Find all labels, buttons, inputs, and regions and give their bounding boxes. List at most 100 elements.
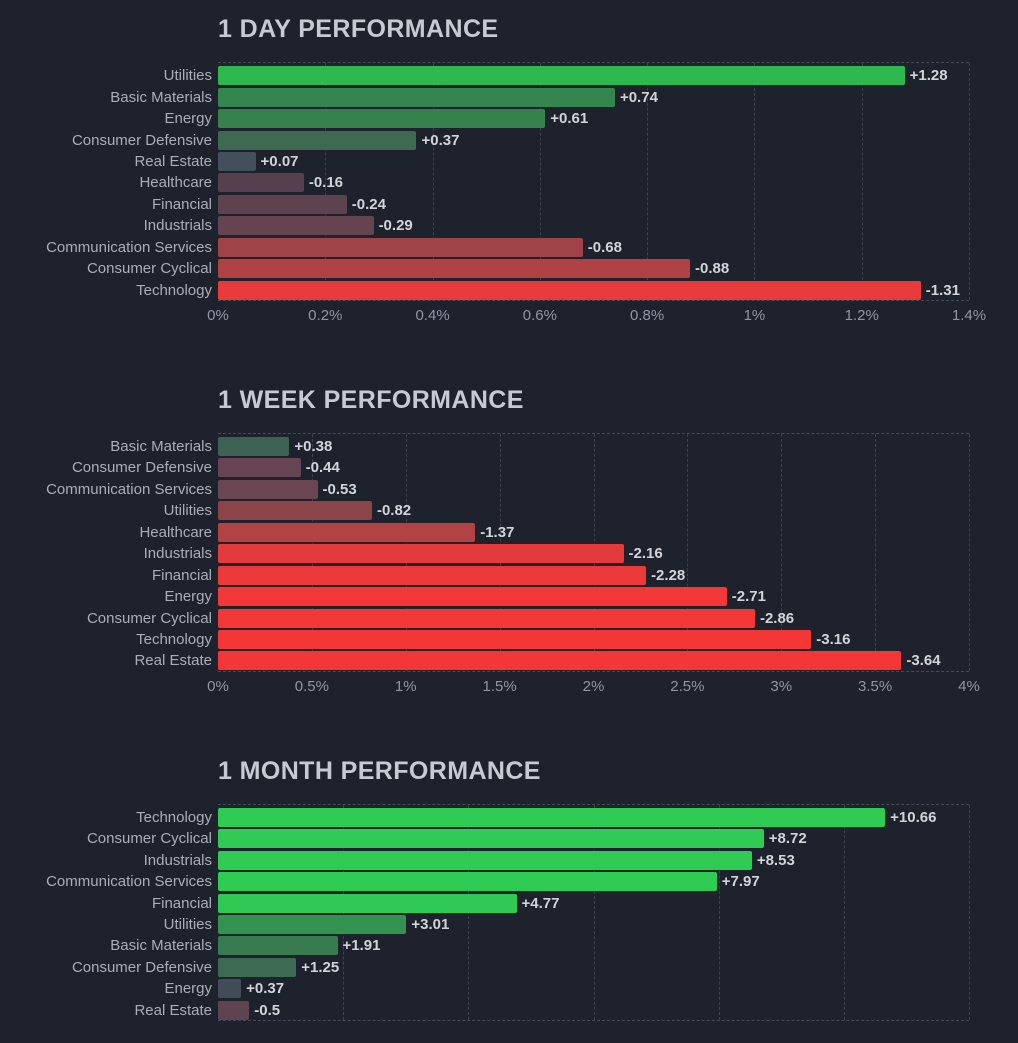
performance-bar <box>218 259 691 279</box>
bar-track: -0.53 <box>218 479 969 499</box>
performance-bar <box>218 1000 250 1020</box>
performance-bar <box>218 565 647 585</box>
bar-chart-1-day: Utilities +1.28 Basic Materials +0.74 Energy… <box>0 62 1018 324</box>
chart-row: Industrials +8.53 <box>0 850 1018 871</box>
performance-bar <box>218 109 546 129</box>
axis-tick-label: 1.4% <box>951 306 987 324</box>
bar-track: +8.72 <box>218 829 969 849</box>
bar-track: -2.28 <box>218 565 969 585</box>
chart-row: Consumer Defensive -0.44 <box>0 457 1018 478</box>
performance-bar <box>218 544 624 564</box>
sector-label: Financial <box>151 566 212 584</box>
performance-bar <box>218 979 242 999</box>
gridline <box>843 804 845 1020</box>
axis-tick-label: 0% <box>207 306 229 324</box>
performance-bar <box>218 893 517 913</box>
bar-track: -0.88 <box>218 259 969 279</box>
bar-value-label: +0.61 <box>550 110 589 128</box>
bar-track: -3.64 <box>218 651 969 671</box>
sector-label: Energy <box>164 110 212 128</box>
bar-track: -2.86 <box>218 608 969 628</box>
bar-track: +1.25 <box>218 957 969 977</box>
chart-row: Healthcare -0.16 <box>0 172 1018 193</box>
bar-track: -0.68 <box>218 237 969 257</box>
sector-label: Energy <box>164 980 212 998</box>
chart-plot-area: Utilities +1.28 Basic Materials +0.74 Energy… <box>0 62 1018 301</box>
bar-value-label: +7.97 <box>721 873 760 891</box>
axis-tick-label: 2.5% <box>670 677 705 695</box>
chart-row: Real Estate -0.5 <box>0 1000 1018 1021</box>
performance-bar <box>218 458 301 478</box>
bar-track: -0.5 <box>218 1000 969 1020</box>
sector-label: Utilities <box>163 67 212 85</box>
gridline <box>754 63 756 300</box>
bar-value-label: +0.38 <box>294 438 333 456</box>
bar-track: -0.16 <box>218 173 969 193</box>
bar-value-label: +0.07 <box>260 152 299 170</box>
gridline <box>969 433 970 671</box>
gridline <box>861 63 863 300</box>
gridline <box>593 804 595 1020</box>
performance-bar <box>218 807 886 827</box>
chart-section-1-month: 1 MONTH PERFORMANCE Technology +10.66 Cons… <box>0 758 1018 1043</box>
chart-row: Basic Materials +1.91 <box>0 935 1018 956</box>
bar-track: -0.29 <box>218 216 969 236</box>
axis-tick-label: 0.4% <box>415 306 450 324</box>
chart-row: Energy +0.61 <box>0 108 1018 129</box>
chart-row: Real Estate -3.64 <box>0 650 1018 671</box>
performance-bar <box>218 587 727 607</box>
performance-bar <box>218 608 755 628</box>
chart-title-1-month: 1 MONTH PERFORMANCE <box>218 756 541 785</box>
bar-track: +1.91 <box>218 936 969 956</box>
chart-row: Industrials -2.16 <box>0 543 1018 564</box>
performance-bar <box>218 237 583 257</box>
axis-tick-label: 0.5% <box>294 677 329 695</box>
chart-title-1-week: 1 WEEK PERFORMANCE <box>218 385 524 414</box>
sector-label: Real Estate <box>134 652 212 670</box>
bar-track: -1.37 <box>218 522 969 542</box>
chart-row: Communication Services -0.53 <box>0 479 1018 500</box>
bar-track: -0.24 <box>218 194 969 214</box>
chart-title-1-day: 1 DAY PERFORMANCE <box>218 15 499 43</box>
performance-bar <box>218 66 905 86</box>
bar-value-label: -2.28 <box>651 566 686 584</box>
sector-label: Utilities <box>163 916 212 934</box>
chart-row: Financial -0.24 <box>0 194 1018 215</box>
bar-track: +3.01 <box>218 915 969 935</box>
sector-label: Basic Materials <box>110 438 212 456</box>
axis-tick-label: 3% <box>770 677 793 695</box>
performance-bar <box>218 87 615 107</box>
bar-track: -0.82 <box>218 501 969 521</box>
chart-row: Technology -1.31 <box>0 279 1018 300</box>
bar-value-label: -0.5 <box>254 1001 281 1019</box>
chart-rows: Basic Materials +0.38 Consumer Defensive -0… <box>0 436 1018 672</box>
bar-chart-1-month: Technology +10.66 Consumer Cyclical +8.72 In… <box>0 803 1018 1043</box>
axis-tick-label: 0.2% <box>308 306 343 324</box>
chart-section-1-day: 1 DAY PERFORMANCE Utilities +1.28 Basic Ma… <box>0 15 1018 324</box>
bar-track: -2.16 <box>218 544 969 564</box>
axis-tick-label: 0.6% <box>522 306 557 324</box>
bar-value-label: +0.74 <box>619 88 658 106</box>
bar-track: -1.31 <box>218 280 969 300</box>
bar-value-label: -0.68 <box>587 238 622 256</box>
performance-bar <box>218 216 374 236</box>
chart-row: Consumer Defensive +1.25 <box>0 957 1018 978</box>
bar-track: +0.37 <box>218 979 969 999</box>
bar-track: +0.38 <box>218 437 969 457</box>
sector-label: Consumer Defensive <box>71 459 212 477</box>
bar-track: +8.53 <box>218 850 969 870</box>
bar-value-label: -0.16 <box>308 174 344 192</box>
sector-label: Consumer Cyclical <box>86 830 212 848</box>
bar-value-label: -0.29 <box>378 217 413 235</box>
chart-row: Consumer Cyclical -0.88 <box>0 258 1018 279</box>
bar-value-label: +3.01 <box>411 916 450 934</box>
axis-tick-label: 1% <box>394 677 417 695</box>
bar-track: +7.97 <box>218 872 969 892</box>
performance-bar <box>218 151 256 171</box>
chart-row: Utilities +1.28 <box>0 65 1018 86</box>
bar-chart-1-week: Basic Materials +0.38 Consumer Defensive -0… <box>0 432 1018 695</box>
bar-track: +10.66 <box>218 807 969 827</box>
bar-value-label: -1.37 <box>480 523 515 541</box>
gridline <box>969 63 970 300</box>
gridline <box>718 804 720 1020</box>
